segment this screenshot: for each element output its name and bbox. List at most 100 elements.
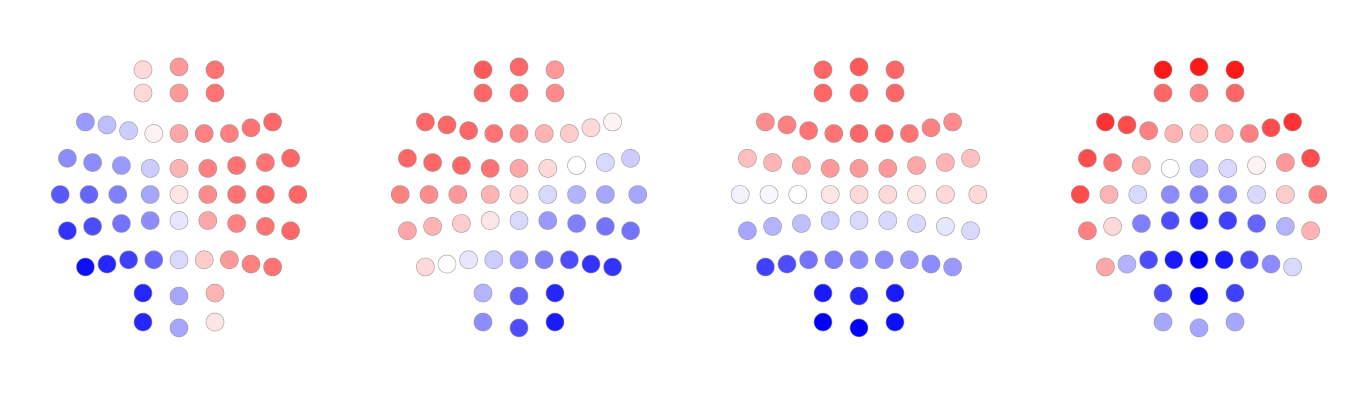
sensor-dot-p2-16 xyxy=(398,149,416,167)
sensor-dot-p2-15 xyxy=(604,113,622,131)
sensor-dot-p3-12 xyxy=(875,125,893,143)
sensor-dot-p2-10 xyxy=(485,125,503,143)
sensor-dot-p2-32 xyxy=(596,186,614,204)
sensor-dot-p3-16 xyxy=(738,149,756,167)
sensor-dot-p3-25 xyxy=(731,186,749,204)
sensor-dot-p3-56 xyxy=(850,319,868,337)
sensor-dot-p2-27 xyxy=(449,186,467,204)
sensor-dot-p3-21 xyxy=(879,159,897,177)
sensor-dot-p4-50 xyxy=(1262,255,1280,273)
sensor-dot-p1-45 xyxy=(120,251,138,269)
sensor-dot-p1-51 xyxy=(264,258,282,276)
sensor-dot-p3-2 xyxy=(850,58,868,76)
sensor-dot-p3-52 xyxy=(814,284,832,302)
sensor-dot-p3-15 xyxy=(944,113,962,131)
sensor-dot-p2-19 xyxy=(481,159,499,177)
sensor-dot-p1-6 xyxy=(206,84,224,102)
sensor-dot-p4-54 xyxy=(1226,284,1244,302)
sensor-dot-p4-36 xyxy=(1132,215,1150,233)
sensor-dot-p3-34 xyxy=(738,222,756,240)
sensor-dot-p3-6 xyxy=(886,84,904,102)
sensor-dot-p4-27 xyxy=(1129,186,1147,204)
sensor-dot-p2-31 xyxy=(568,186,586,204)
sensor-dot-p4-57 xyxy=(1226,313,1244,331)
sensor-dot-p1-5 xyxy=(170,84,188,102)
sensor-dot-p3-36 xyxy=(792,215,810,233)
sensor-dot-p4-13 xyxy=(1240,125,1258,143)
sensor-dot-p3-24 xyxy=(962,149,980,167)
sensor-dot-p4-45 xyxy=(1140,251,1158,269)
sensor-dot-p1-53 xyxy=(170,287,188,305)
sensor-dot-p1-30 xyxy=(199,186,217,204)
sensor-dot-p1-11 xyxy=(170,125,188,143)
sensor-dot-p4-33 xyxy=(1309,186,1327,204)
sensor-dot-p1-55 xyxy=(134,313,152,331)
sensor-dot-p3-4 xyxy=(814,84,832,102)
sensor-dot-p3-50 xyxy=(922,255,940,273)
sensor-dot-p2-29 xyxy=(510,186,528,204)
sensor-dot-p3-20 xyxy=(850,159,868,177)
sensor-dot-p4-35 xyxy=(1104,217,1122,235)
sensor-dot-p4-38 xyxy=(1190,212,1208,230)
sensor-dot-p3-35 xyxy=(764,217,782,235)
sensor-dot-p4-30 xyxy=(1219,186,1237,204)
sensor-dot-p2-53 xyxy=(510,287,528,305)
sensor-dot-p1-40 xyxy=(228,215,246,233)
sensor-dot-p4-37 xyxy=(1161,212,1179,230)
sensor-dot-p2-30 xyxy=(539,186,557,204)
sensor-dot-p4-8 xyxy=(1118,116,1136,134)
sensor-dot-p1-1 xyxy=(134,61,152,79)
sensor-dot-p4-17 xyxy=(1104,154,1122,172)
sensor-dot-p2-3 xyxy=(546,61,564,79)
sensor-dot-p3-46 xyxy=(825,251,843,269)
sensor-dot-p2-21 xyxy=(539,159,557,177)
sensor-dot-p4-22 xyxy=(1248,157,1266,175)
sensor-dot-p1-50 xyxy=(242,255,260,273)
sensor-dot-p1-23 xyxy=(256,154,274,172)
sensor-dot-p1-31 xyxy=(228,186,246,204)
sensor-dot-p1-21 xyxy=(199,159,217,177)
sensor-dot-p4-46 xyxy=(1165,251,1183,269)
topomap-panel-3 xyxy=(731,58,987,337)
sensor-dot-p2-2 xyxy=(510,58,528,76)
sensor-dot-p2-13 xyxy=(560,125,578,143)
sensor-dot-p1-7 xyxy=(76,113,94,131)
sensor-dot-p4-44 xyxy=(1118,255,1136,273)
sensor-dot-p4-12 xyxy=(1215,125,1233,143)
sensor-dot-p2-52 xyxy=(474,284,492,302)
sensor-dot-p4-32 xyxy=(1276,186,1294,204)
sensor-dot-p3-29 xyxy=(850,186,868,204)
sensor-dot-p3-38 xyxy=(850,212,868,230)
sensor-dot-p2-35 xyxy=(424,217,442,235)
sensor-dot-p4-48 xyxy=(1215,251,1233,269)
sensor-dot-p1-25 xyxy=(51,186,69,204)
sensor-dot-p4-56 xyxy=(1190,319,1208,337)
sensor-dot-p3-3 xyxy=(886,61,904,79)
sensor-dot-p1-15 xyxy=(264,113,282,131)
topomap-panel-4 xyxy=(1071,58,1327,337)
sensor-dot-p1-49 xyxy=(220,251,238,269)
sensor-dot-p2-4 xyxy=(474,84,492,102)
sensor-dot-p1-28 xyxy=(141,186,159,204)
sensor-dot-p3-54 xyxy=(886,284,904,302)
sensor-dot-p1-17 xyxy=(84,154,102,172)
sensor-dot-p3-14 xyxy=(922,119,940,137)
sensor-dot-p3-30 xyxy=(879,186,897,204)
sensor-dot-p2-26 xyxy=(420,186,438,204)
sensor-dot-p4-47 xyxy=(1190,251,1208,269)
sensor-dot-p2-34 xyxy=(398,222,416,240)
sensor-dot-p1-13 xyxy=(220,125,238,143)
sensor-dot-p4-49 xyxy=(1240,251,1258,269)
sensor-dot-p1-39 xyxy=(199,212,217,230)
sensor-dot-p1-24 xyxy=(282,149,300,167)
sensor-dot-p3-43 xyxy=(756,258,774,276)
sensor-dot-p3-41 xyxy=(936,217,954,235)
sensor-dot-p4-14 xyxy=(1262,119,1280,137)
sensor-dot-p4-41 xyxy=(1276,217,1294,235)
sensor-dot-p3-37 xyxy=(821,212,839,230)
sensor-dot-p2-45 xyxy=(460,251,478,269)
sensor-dot-p2-47 xyxy=(510,251,528,269)
sensor-dot-p4-18 xyxy=(1132,157,1150,175)
sensor-dot-p2-5 xyxy=(510,84,528,102)
sensor-dot-p1-37 xyxy=(141,212,159,230)
